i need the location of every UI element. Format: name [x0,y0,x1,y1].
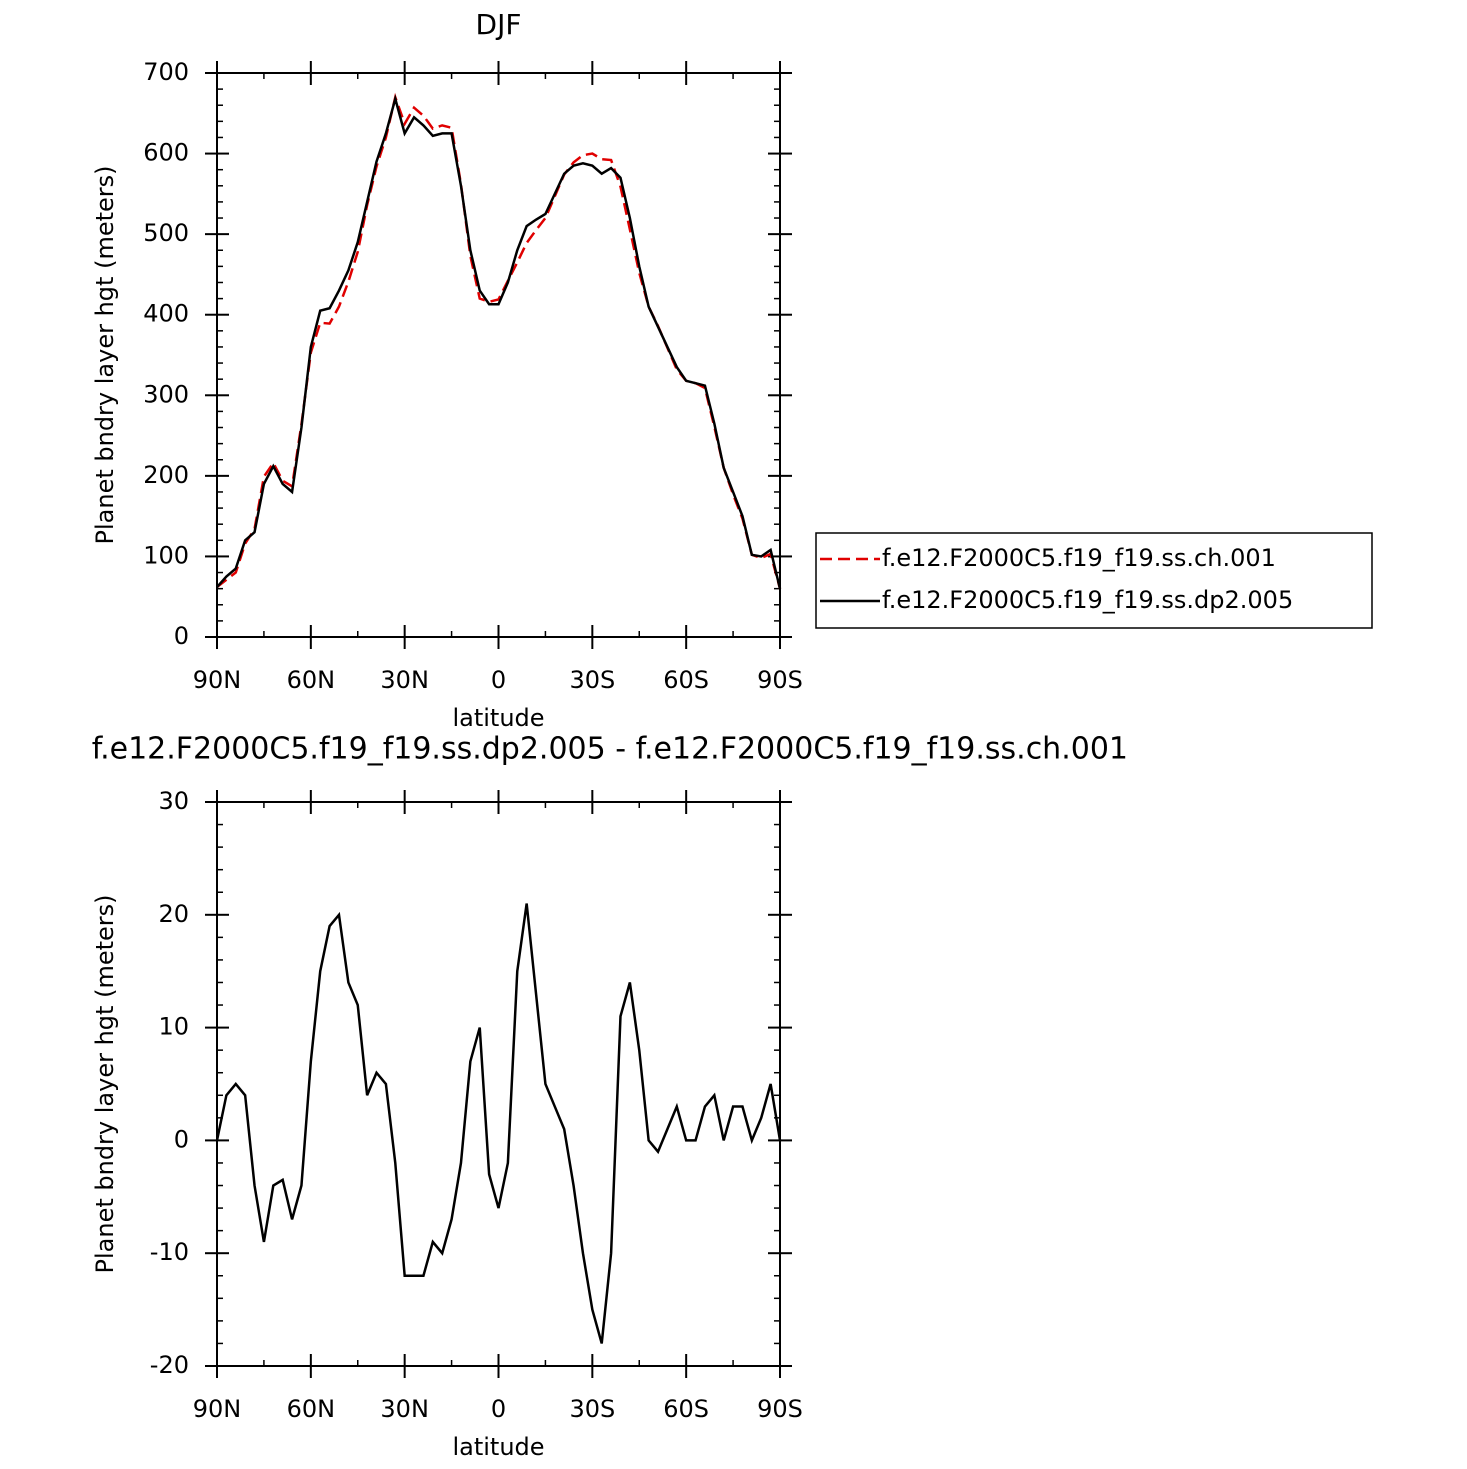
plot-frame [216,801,781,1367]
x-tick-label: 90S [757,1395,803,1423]
plot-frame [216,72,781,638]
chart-title: f.e12.F2000C5.f19_f19.ss.dp2.005 - f.e12… [92,732,1128,767]
x-tick-label: 0 [491,666,506,694]
y-tick-label: 30 [158,787,189,815]
y-tick-label: -20 [150,1351,189,1379]
x-tick-label: 60S [663,666,709,694]
x-tick-label: 30N [380,1395,429,1423]
data-line [216,94,782,589]
y-tick-label: 100 [143,541,189,569]
x-tick-label: 30S [569,666,615,694]
y-tick-label: -10 [150,1238,189,1266]
y-tick-label: 600 [143,139,189,167]
x-tick-label: 0 [491,1395,506,1423]
legend-label: f.e12.F2000C5.f19_f19.ss.ch.001 [882,544,1276,572]
y-tick-label: 300 [143,380,189,408]
y-tick-label: 400 [143,300,189,328]
x-tick-label: 90N [193,1395,242,1423]
data-line [215,903,782,1344]
legend-box [815,532,1373,629]
x-axis-label: latitude [452,1433,544,1461]
y-tick-label: 200 [143,461,189,489]
x-tick-label: 60N [287,666,336,694]
y-tick-label: 10 [158,1013,189,1041]
chart-title: DJF [476,8,522,41]
x-axis-label: latitude [452,704,544,732]
x-tick-label: 60N [287,1395,336,1423]
x-tick-label: 60S [663,1395,709,1423]
y-tick-label: 0 [174,622,189,650]
y-axis-label: Planet bndry layer hgt (meters) [91,166,119,545]
y-tick-label: 0 [174,1125,189,1153]
x-tick-label: 30N [380,666,429,694]
y-tick-label: 500 [143,219,189,247]
data-line [216,92,782,589]
x-tick-label: 30S [569,1395,615,1423]
y-axis-label: Planet bndry layer hgt (meters) [91,895,119,1274]
x-tick-label: 90N [193,666,242,694]
y-tick-label: 700 [143,58,189,86]
y-tick-label: 20 [158,900,189,928]
x-tick-label: 90S [757,666,803,694]
legend-label: f.e12.F2000C5.f19_f19.ss.dp2.005 [882,586,1293,614]
